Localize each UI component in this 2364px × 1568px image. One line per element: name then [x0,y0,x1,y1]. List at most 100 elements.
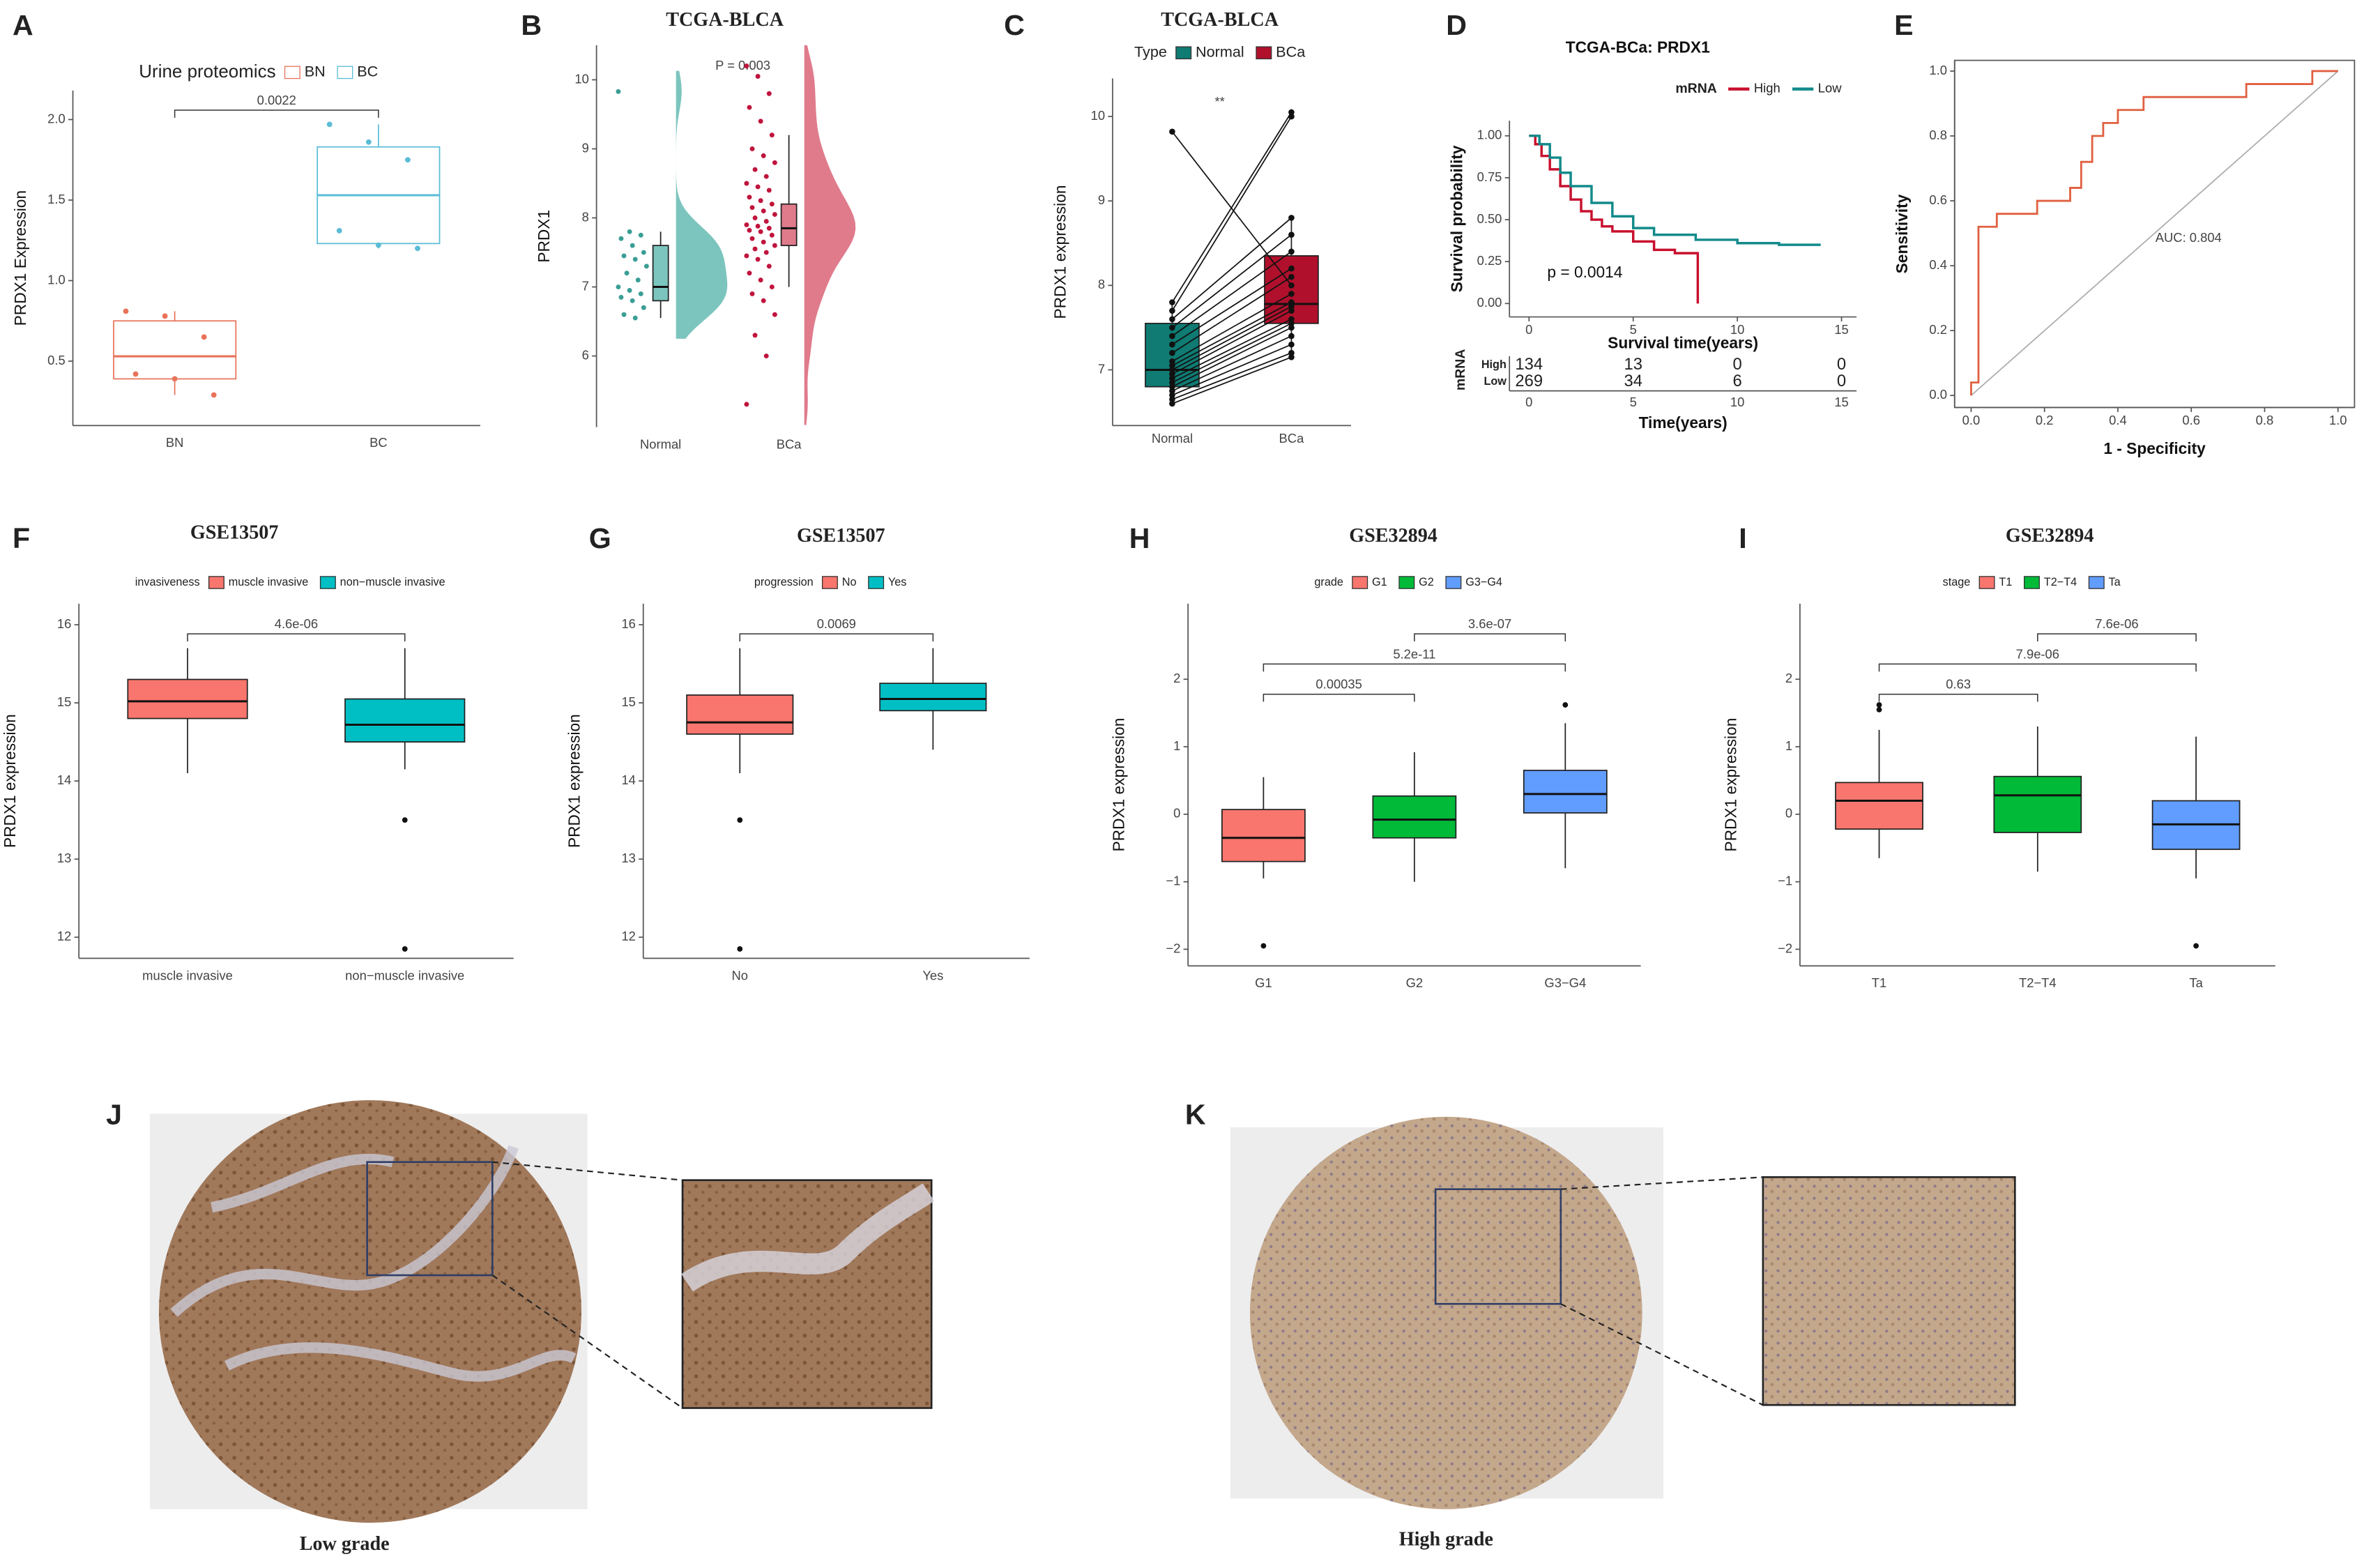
y-tick-label: 0 [1785,806,1792,821]
point [744,181,749,186]
chart-title: TCGA-BLCA [666,9,784,31]
point [1288,282,1295,289]
legend-key [1445,576,1462,589]
box [127,678,248,720]
outlier [402,817,408,823]
pair-line [1172,319,1292,379]
box [780,203,798,246]
point [1288,307,1295,314]
risk-count: 13 [1624,355,1642,374]
p-value: 0.63 [1946,677,1971,692]
point [627,229,632,234]
x-tick-label: Yes [922,968,943,982]
point [755,223,761,229]
risk-count: 6 [1733,372,1742,390]
p-value: 5.2e-11 [1393,646,1435,661]
panel-letter: K [1185,1099,1206,1131]
y-tick-label: 12 [621,929,635,943]
point [1169,367,1175,373]
box [113,320,237,380]
y-axis-label: PRDX1 expression [1110,718,1128,852]
point [616,89,621,94]
point [632,257,638,262]
panel-letter: B [521,9,542,41]
point [1288,333,1295,340]
pair-line [1172,323,1292,383]
point [1288,265,1295,272]
box [1835,782,1923,830]
point [1169,363,1175,369]
point [758,229,763,234]
p-value: 0.00035 [1316,677,1362,692]
annotation: P = 0.003 [715,58,770,73]
legend-key [1398,576,1415,589]
risk-count: 269 [1515,372,1543,390]
risk-count: 0 [1733,355,1742,374]
legend-label: BCa [1276,43,1306,60]
panel-border [1953,59,2356,409]
point [643,264,649,269]
legend-label: Low [1818,81,1842,96]
point [758,119,763,124]
x-tick-label: 15 [1834,395,1848,409]
point [752,167,758,172]
y-tick-label: 9 [1098,192,1105,207]
point [1288,291,1295,297]
panel-letter: G [589,522,611,554]
p-value: 4.6e-06 [275,616,318,631]
density [676,70,728,339]
point [1169,379,1175,386]
point [752,333,758,338]
legend-label: G3−G4 [1465,576,1502,588]
pair-line [1171,268,1292,345]
risk-count: 0 [1837,372,1846,390]
y-axis-label: Sensitivity [1893,194,1911,273]
point [758,198,763,204]
point [755,74,761,79]
y-tick-label: 0.5 [47,353,66,367]
legend: invasiveness muscle invasive non−muscle in… [135,576,445,589]
pair-line [1172,344,1292,396]
chart-title: GSE13507 [797,525,885,547]
point [641,305,646,310]
y-tick-label: 1 [1173,738,1180,753]
risk-count: 0 [1837,355,1846,374]
point [618,294,624,300]
legend-key [1978,576,1995,589]
panel-letter: A [13,9,33,41]
legend-label: muscle invasive [229,576,308,588]
y-tick-label: 16 [621,616,635,631]
point [772,160,777,165]
point [365,139,372,145]
point [744,253,749,259]
point [211,392,217,398]
outlier [737,946,743,952]
y-tick-label: 10 [574,71,588,86]
survival-curve [1529,135,1821,246]
x-axis-label: Survival time(years) [1608,334,1758,352]
point [1169,307,1175,314]
chart-title: TCGA-BCa: PRDX1 [1566,38,1710,56]
point [1169,371,1175,377]
point [763,219,769,224]
point [1169,316,1175,323]
point [1288,341,1295,348]
pair-line [1171,131,1292,286]
legend: progression No Yes [754,576,906,589]
pair-line [1171,116,1292,312]
y-tick-label: 0.50 [1477,211,1502,226]
chart-title: TCGA-BLCA [1161,9,1279,31]
pair-line [1172,301,1292,367]
panel-letter: F [13,522,30,554]
y-tick-label: 16 [57,616,71,631]
point [1288,320,1295,327]
point [769,201,775,207]
chart-title: GSE32894 [2006,525,2094,547]
p-value: 3.6e-07 [1468,616,1511,631]
point [1288,299,1295,305]
point [621,253,627,259]
point [749,291,755,296]
point [1169,375,1175,381]
significance-bracket [1878,693,2038,702]
legend-key [208,576,224,589]
